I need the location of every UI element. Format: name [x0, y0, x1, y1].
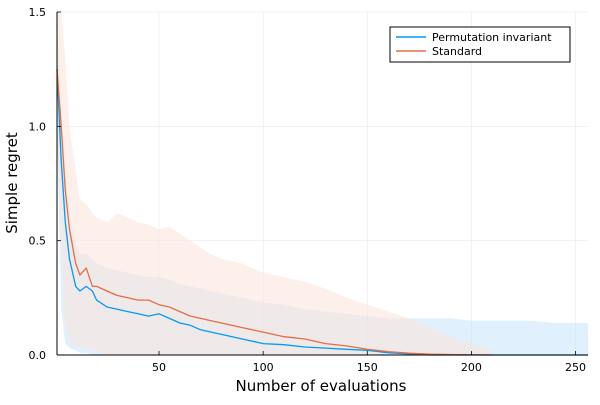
x-tick-label-1: 100: [253, 361, 274, 374]
line-standard: [56, 69, 493, 356]
y-tick-label-3: 1.5: [29, 6, 47, 19]
x-tick-labels: 50 100 150 200 250: [152, 351, 586, 374]
legend-label-standard: Standard: [432, 45, 482, 58]
band-standard: [57, 12, 493, 355]
y-tick-label-0: 0.0: [29, 349, 47, 362]
x-tick-label-3: 200: [461, 361, 482, 374]
x-tick-label-0: 50: [152, 361, 166, 374]
legend-box: [389, 26, 571, 63]
axes: [56, 12, 588, 356]
legend-label-permutation-invariant: Permutation invariant: [432, 31, 552, 44]
y-tick-labels: 0.0 0.5 1.0 1.5: [29, 6, 61, 362]
y-tick-label-2: 1.0: [29, 120, 47, 133]
y-axis-title: Simple regret: [3, 132, 21, 234]
x-tick-label-4: 250: [565, 361, 586, 374]
x-tick-label-2: 150: [357, 361, 378, 374]
y-tick-label-1: 0.5: [29, 235, 47, 248]
x-axis-title: Number of evaluations: [236, 377, 407, 395]
legend: Permutation invariant Standard: [389, 26, 571, 63]
confidence-bands: [57, 12, 588, 356]
